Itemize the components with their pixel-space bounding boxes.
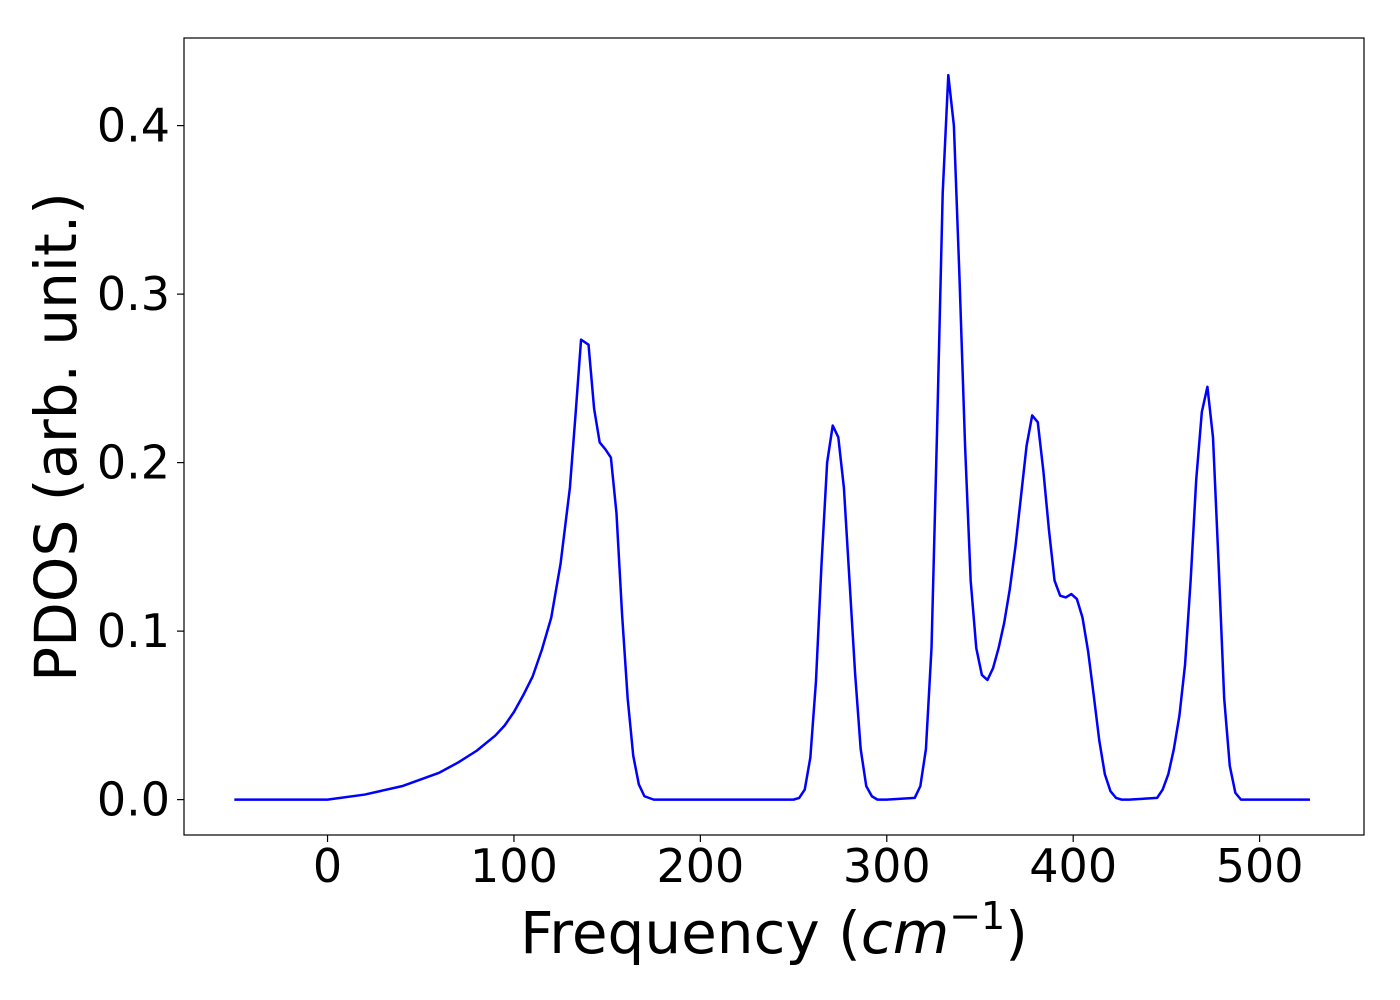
x-tick-label: 200 [656,839,744,893]
y-tick-label: 0.0 [97,773,170,827]
plot-frame [183,37,1365,836]
x-axis-label-math: cm [861,899,949,967]
y-tick-label: 0.2 [97,436,170,490]
x-tick-label: 100 [470,839,558,893]
x-tick-label: 300 [843,839,931,893]
x-axis-label-superscript: −1 [949,894,1005,938]
x-tick-label: 500 [1216,839,1304,893]
x-axis-label-suffix: ) [1005,899,1028,967]
y-axis-ticks: 0.0 0.1 0.2 0.3 0.4 [97,99,184,827]
x-tick-label: 0 [313,839,342,893]
y-tick-label: 0.3 [97,267,170,321]
y-tick-label: 0.1 [97,604,170,658]
series-line-0 [234,73,1310,801]
y-tick-label: 0.4 [97,99,170,153]
x-axis-ticks: 0 100 200 300 400 500 [313,835,1304,893]
x-tick-label: 400 [1029,839,1117,893]
x-axis-label-prefix: Frequency ( [520,899,861,967]
y-axis-label: PDOS (arb. unit.) [22,192,90,682]
series-layer [234,73,1310,801]
x-axis-label: Frequency (cm−1) [520,894,1028,967]
